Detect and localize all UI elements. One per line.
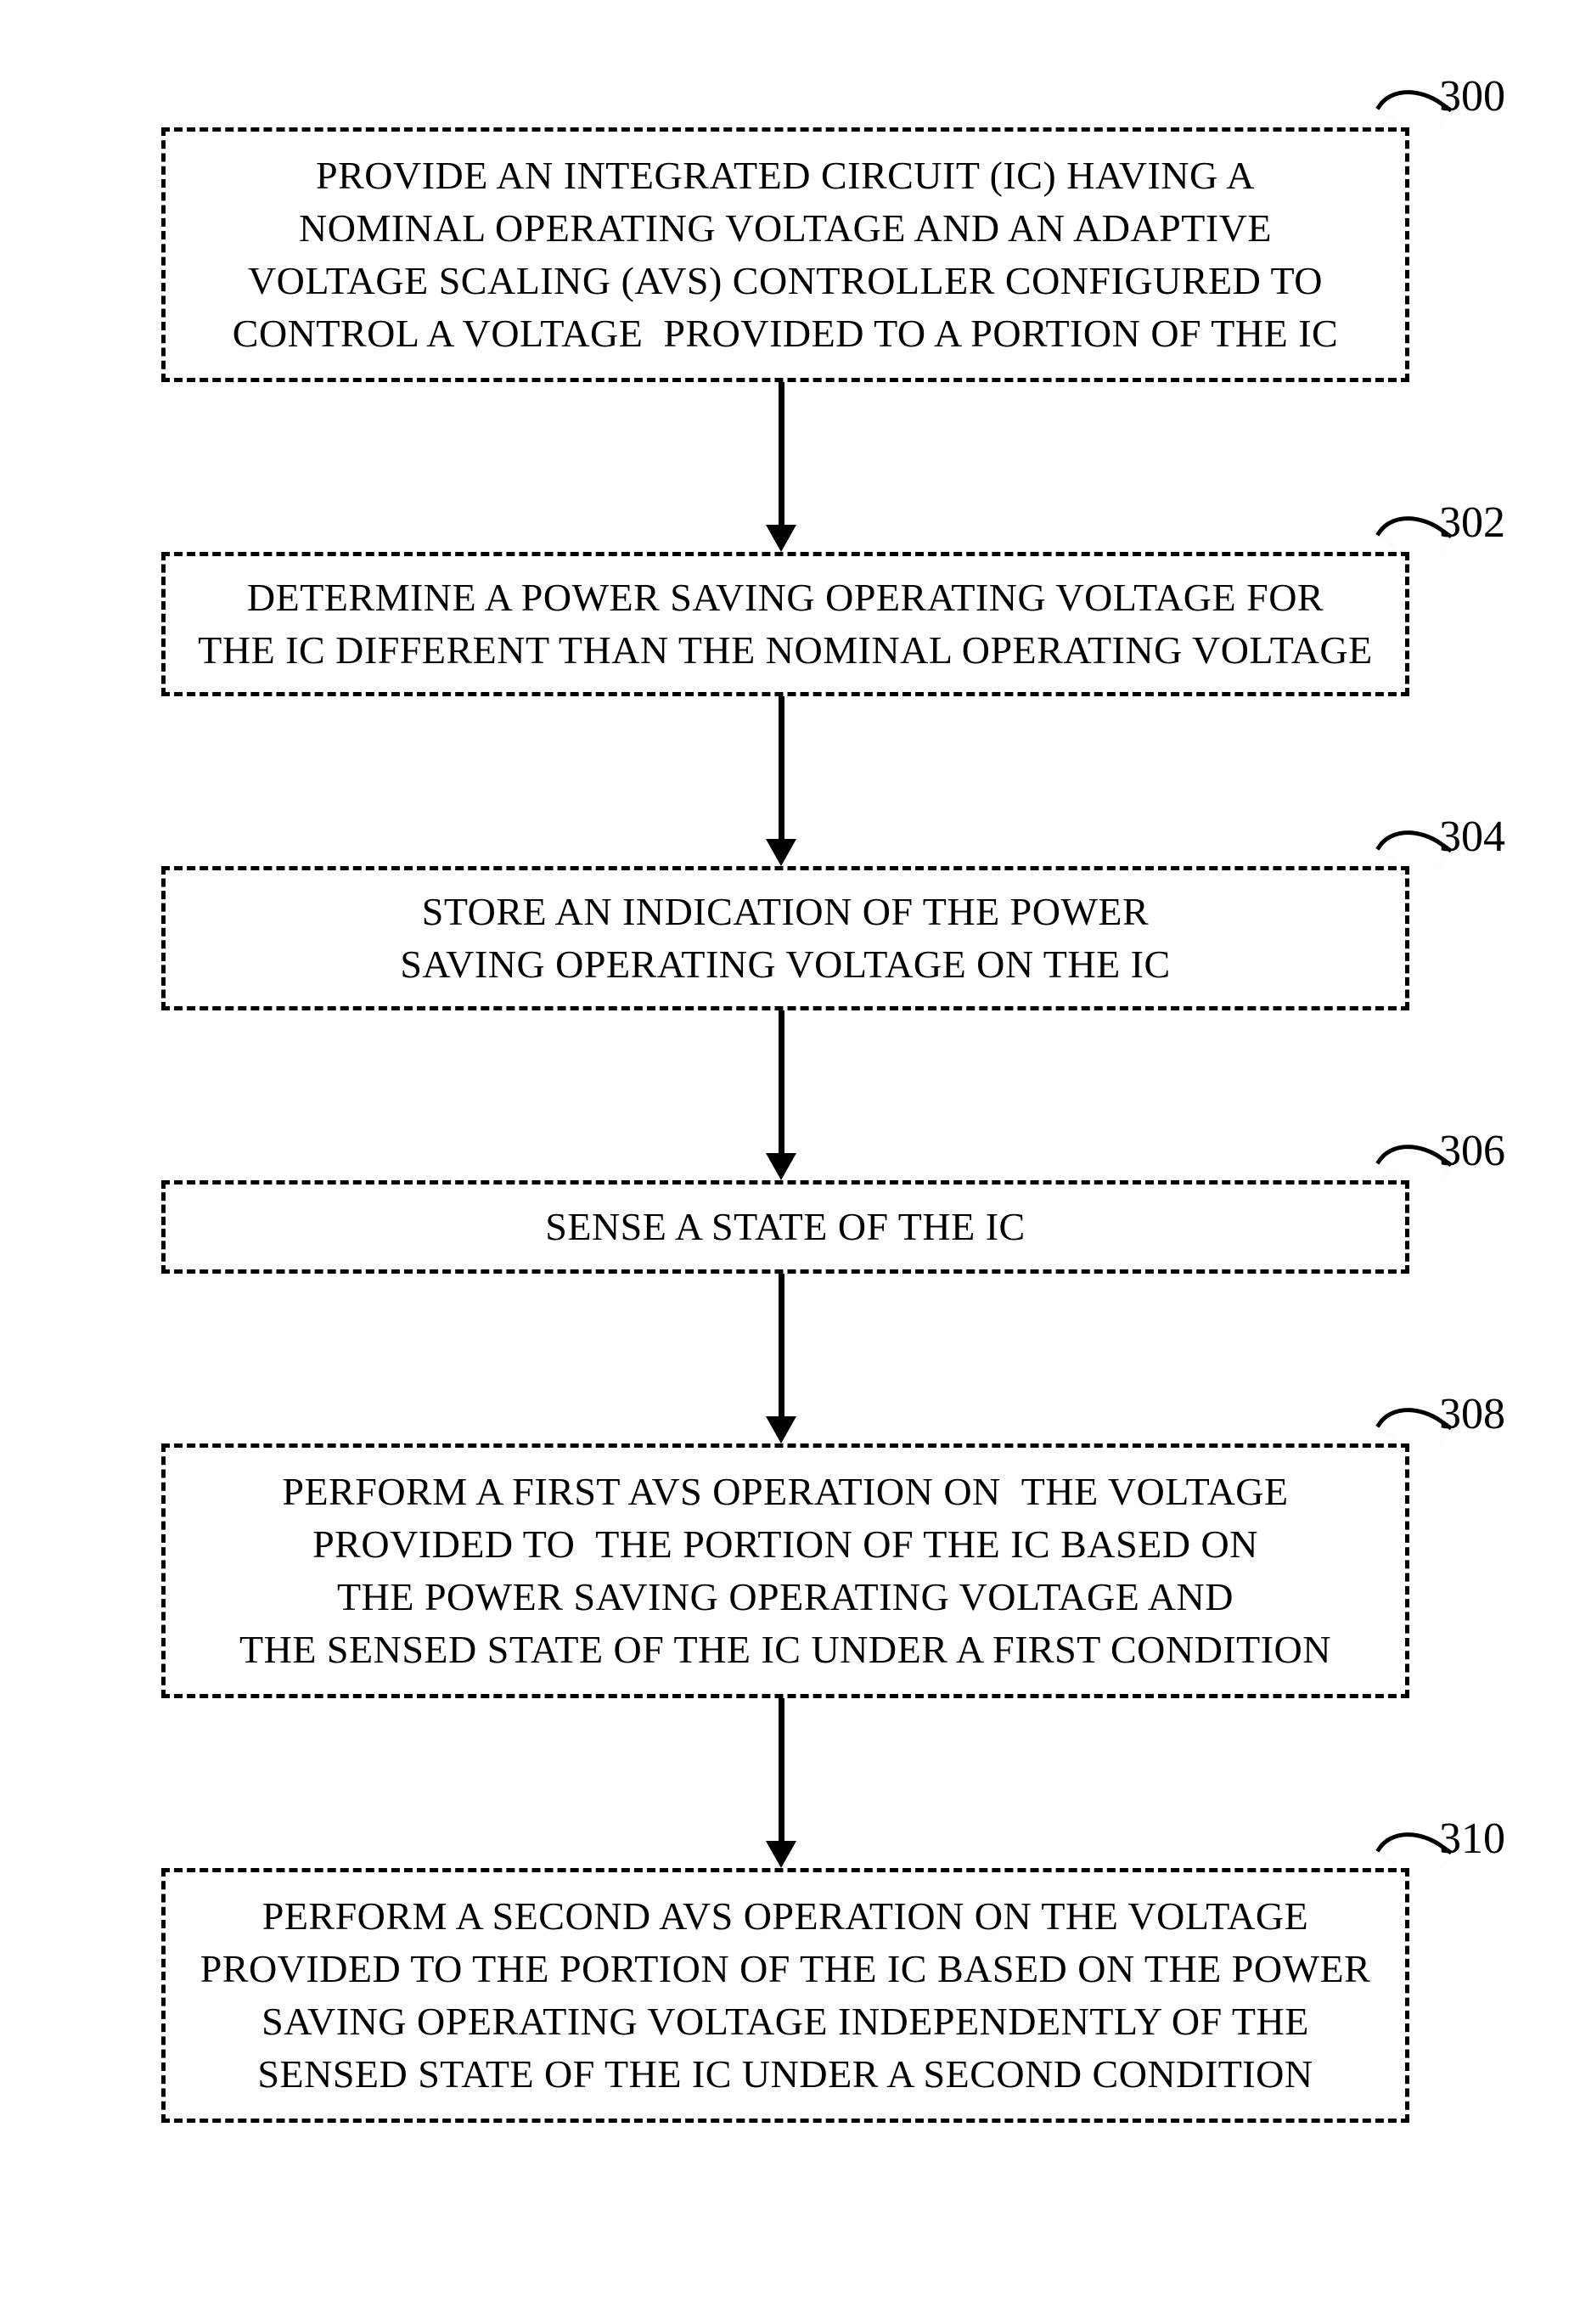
flow-node-n308: PERFORM A FIRST AVS OPERATION ON THE VOL…	[161, 1443, 1409, 1698]
flow-node-text: STORE AN INDICATION OF THE POWERSAVING O…	[400, 886, 1170, 991]
flow-arrow-head-icon	[766, 1153, 796, 1180]
flow-arrow-head-icon	[766, 839, 796, 866]
flow-node-label: 302	[1439, 498, 1505, 548]
flow-node-label: 308	[1439, 1389, 1505, 1439]
flow-node-text: SENSE A STATE OF THE IC	[545, 1201, 1025, 1253]
flow-node-label: 304	[1439, 812, 1505, 862]
flow-node-label: 300	[1439, 71, 1505, 121]
flow-arrow-head-icon	[766, 525, 796, 552]
flow-node-text: DETERMINE A POWER SAVING OPERATING VOLTA…	[198, 571, 1373, 677]
flow-arrow-line	[779, 696, 784, 842]
flow-node-n302: DETERMINE A POWER SAVING OPERATING VOLTA…	[161, 552, 1409, 696]
flow-node-text: PERFORM A FIRST AVS OPERATION ON THE VOL…	[239, 1466, 1331, 1676]
flow-node-n306: SENSE A STATE OF THE IC	[161, 1180, 1409, 1274]
flow-node-n300: PROVIDE AN INTEGRATED CIRCUIT (IC) HAVIN…	[161, 127, 1409, 382]
flow-node-text: PROVIDE AN INTEGRATED CIRCUIT (IC) HAVIN…	[233, 149, 1338, 360]
flow-node-label: 306	[1439, 1126, 1505, 1176]
flow-node-n310: PERFORM A SECOND AVS OPERATION ON THE VO…	[161, 1868, 1409, 2123]
flow-node-n304: STORE AN INDICATION OF THE POWERSAVING O…	[161, 866, 1409, 1010]
flow-arrow-line	[779, 1010, 784, 1156]
flow-node-text: PERFORM A SECOND AVS OPERATION ON THE VO…	[200, 1890, 1371, 2101]
flowchart-canvas: PROVIDE AN INTEGRATED CIRCUIT (IC) HAVIN…	[0, 0, 1580, 2324]
flow-arrow-line	[779, 1274, 784, 1420]
flow-node-label: 310	[1439, 1814, 1505, 1864]
flow-arrow-line	[779, 382, 784, 528]
flow-arrow-head-icon	[766, 1841, 796, 1868]
flow-arrow-head-icon	[766, 1416, 796, 1443]
flow-arrow-line	[779, 1698, 784, 1844]
